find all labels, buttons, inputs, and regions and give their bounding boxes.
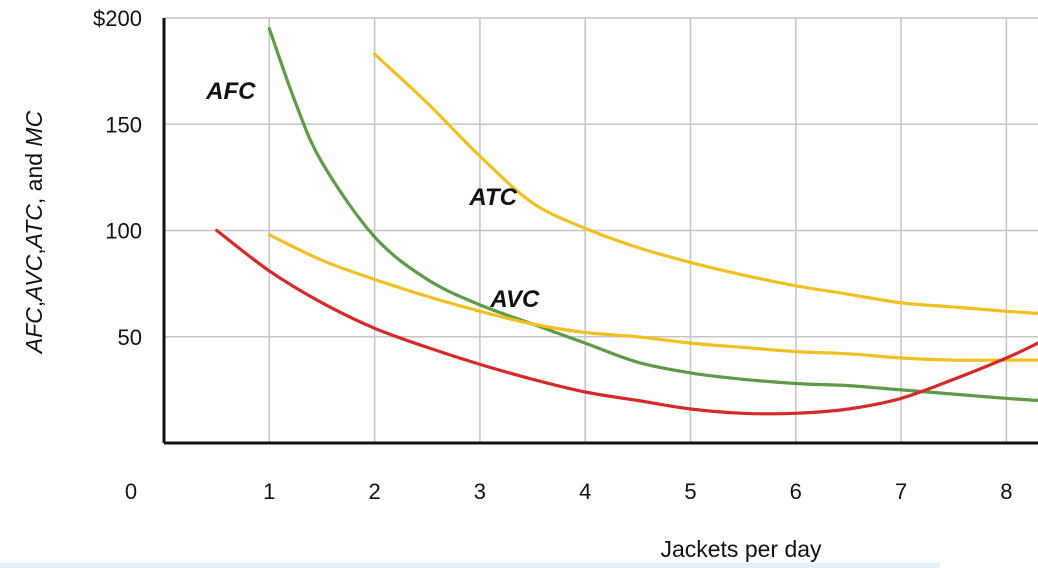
atc-curve [373,52,1038,315]
x-tick-label: 4 [579,479,591,504]
x-tick-label: 1 [263,479,275,504]
y-axis-title-part: , and [21,147,47,205]
curve-labels: AFC ATC AVC [205,78,540,313]
y-tick-label: 50 [118,325,142,350]
bottom-strip [0,563,940,568]
y-axis-title-part: MC [21,110,47,146]
axes [162,18,1038,445]
y-tick-label: $200 [93,6,142,31]
curves [215,27,1038,416]
x-tick-label: 3 [474,479,486,504]
x-tick-label: 2 [368,479,380,504]
x-tick-label: 5 [684,479,696,504]
y-axis-title-part: AVC [21,254,47,302]
grid [164,17,1038,443]
atc-curve-label: ATC [468,184,517,211]
x-axis-title: Jackets per day [660,536,822,562]
y-axis-title: AFC,AVC,ATC, and MC [21,110,47,355]
y-axis-title-part: ATC [21,204,47,251]
avc-curve-label: AVC [489,286,540,313]
avc-curve [267,233,1038,362]
mc-curve [215,228,1038,416]
y-axis-title-part: AFC [21,307,47,355]
y-axis-title-part: , [21,248,47,254]
y-tick-label: 150 [105,112,142,137]
x-tick-label: 0 [125,479,137,504]
afc-curve [267,27,1038,403]
x-tick-label: 7 [895,479,907,504]
y-axis-title-part: , [21,301,47,307]
x-tick-label: 6 [790,479,802,504]
x-tick-label: 8 [1000,479,1012,504]
y-tick-label: 100 [105,219,142,244]
tick-labels: 0 1 2 3 4 5 6 7 8 50 100 150 $200 [93,6,1012,504]
afc-curve-label: AFC [205,78,256,105]
